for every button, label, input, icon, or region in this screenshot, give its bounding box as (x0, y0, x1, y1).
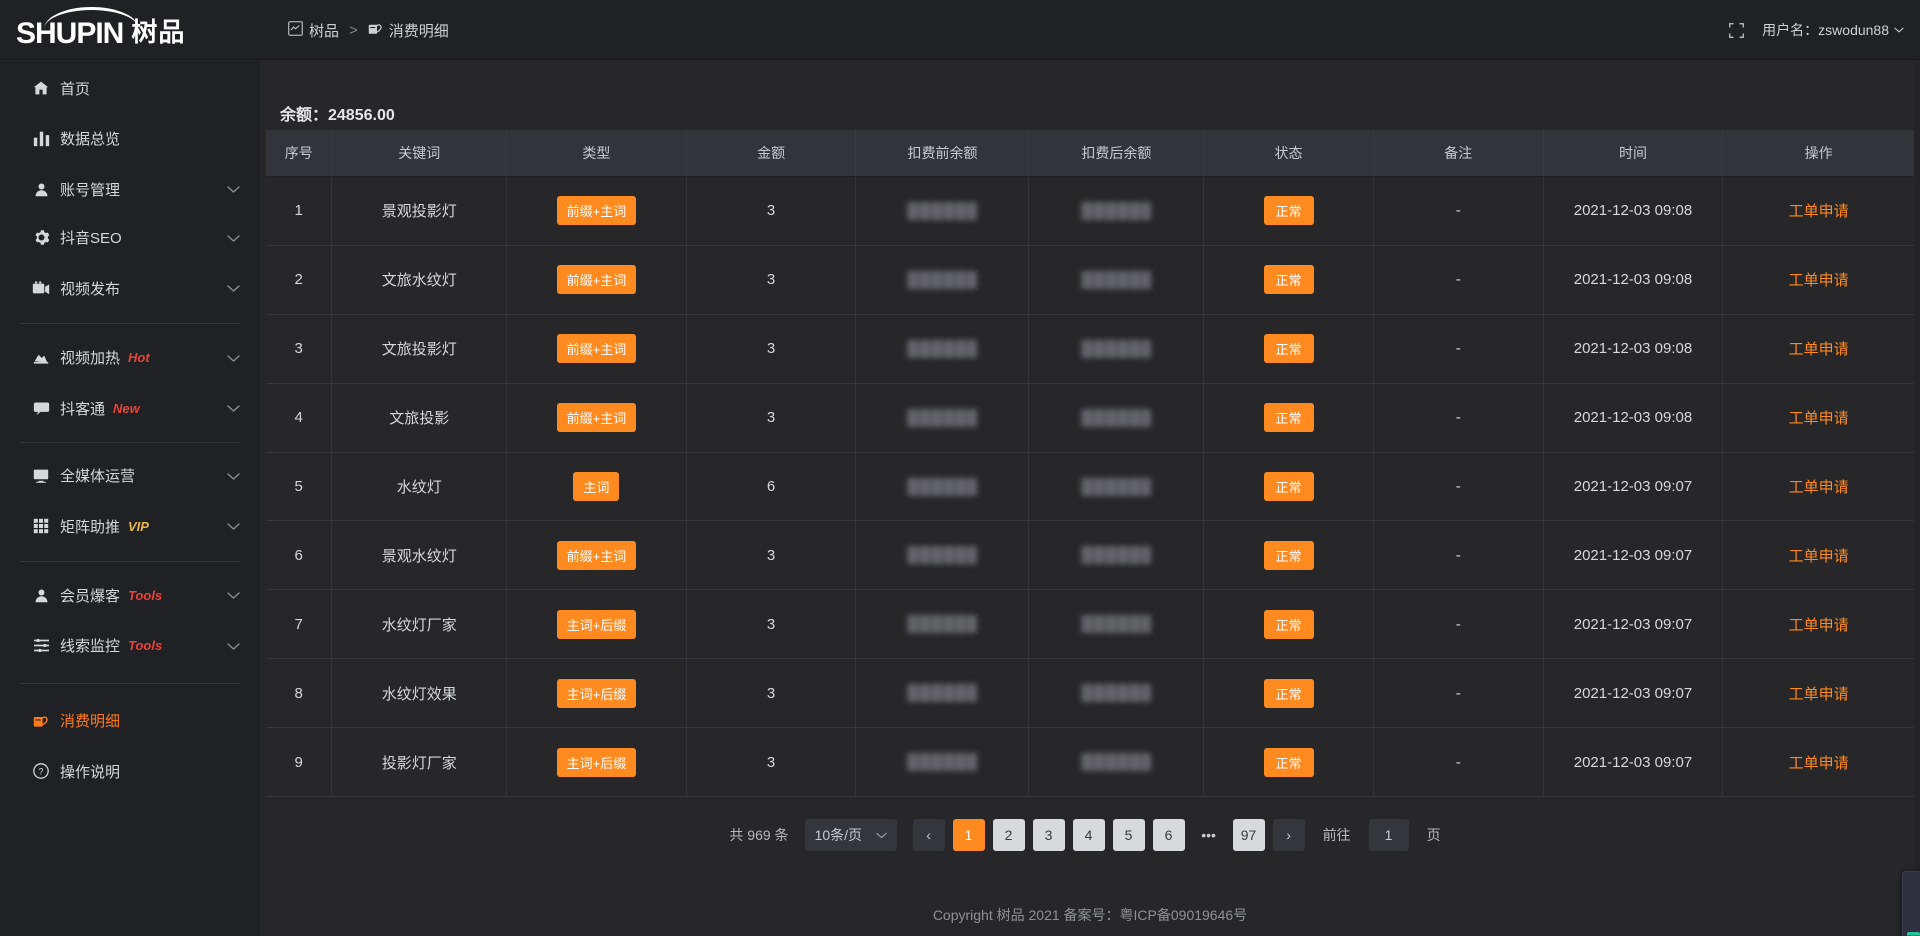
svg-text:?: ? (39, 767, 44, 777)
